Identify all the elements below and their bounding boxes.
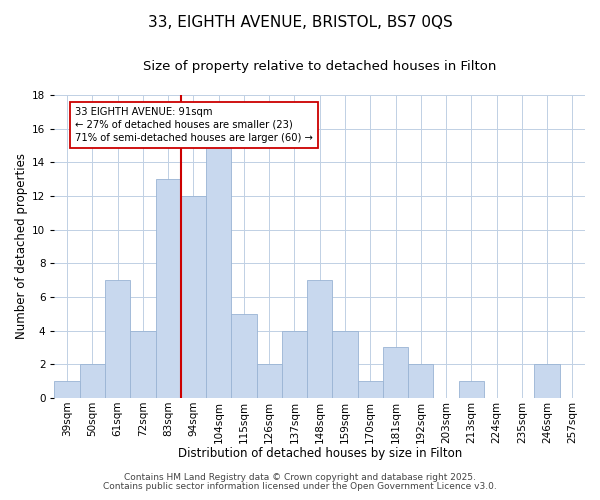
Bar [257,364,282,398]
Title: Size of property relative to detached houses in Filton: Size of property relative to detached ho… [143,60,496,73]
Bar [282,330,307,398]
Bar [458,381,484,398]
Bar [408,364,433,398]
Text: 33, EIGHTH AVENUE, BRISTOL, BS7 0QS: 33, EIGHTH AVENUE, BRISTOL, BS7 0QS [148,15,452,30]
Bar [332,330,358,398]
Bar [130,330,155,398]
X-axis label: Distribution of detached houses by size in Filton: Distribution of detached houses by size … [178,447,462,460]
Bar [358,381,383,398]
Text: 33 EIGHTH AVENUE: 91sqm
← 27% of detached houses are smaller (23)
71% of semi-de: 33 EIGHTH AVENUE: 91sqm ← 27% of detache… [74,107,313,143]
Bar [181,196,206,398]
Bar [206,146,231,398]
Bar [155,179,181,398]
Text: Contains HM Land Registry data © Crown copyright and database right 2025.: Contains HM Land Registry data © Crown c… [124,474,476,482]
Bar [307,280,332,398]
Bar [383,348,408,398]
Bar [80,364,105,398]
Bar [231,314,257,398]
Text: Contains public sector information licensed under the Open Government Licence v3: Contains public sector information licen… [103,482,497,491]
Bar [55,381,80,398]
Bar [535,364,560,398]
Y-axis label: Number of detached properties: Number of detached properties [15,154,28,340]
Bar [105,280,130,398]
